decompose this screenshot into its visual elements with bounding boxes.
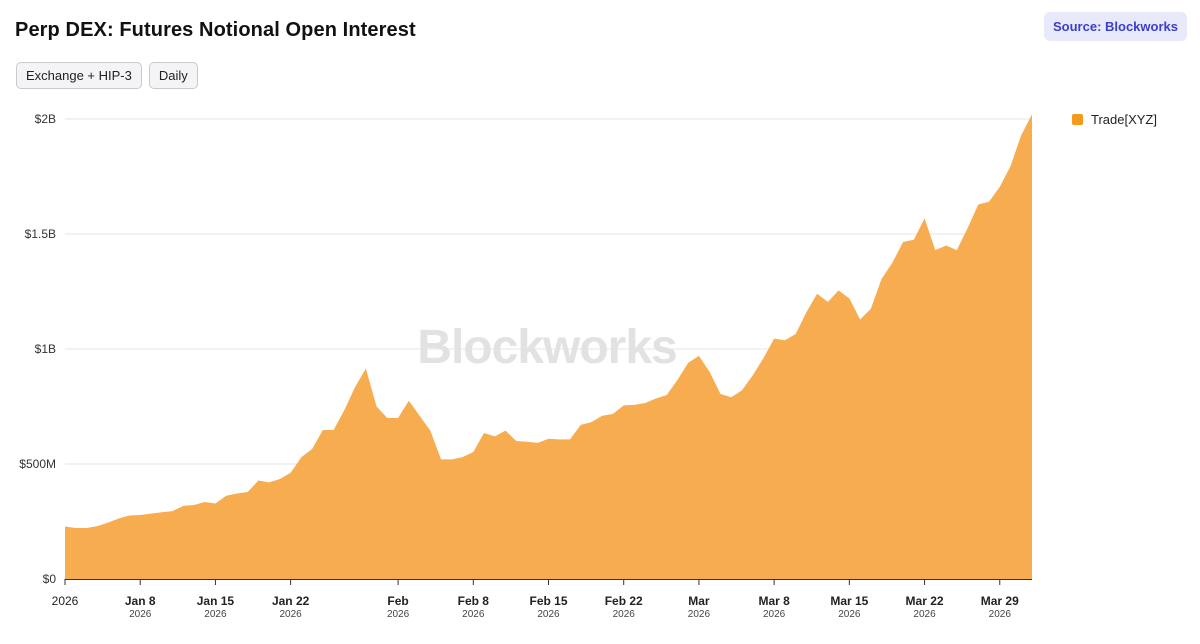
x-tick-year-label: 2026 — [838, 609, 861, 620]
source-badge[interactable]: Source: Blockworks — [1044, 12, 1187, 41]
x-tick-label: Jan 15 — [197, 594, 235, 608]
y-tick-label: $1B — [35, 342, 56, 356]
series-area-trade-xyz — [65, 114, 1032, 580]
y-tick-label: $0 — [43, 572, 57, 586]
x-tick-label: Mar 29 — [981, 594, 1019, 608]
filter-bar: Exchange + HIP-3 Daily — [16, 62, 198, 89]
x-tick-year-label: 2026 — [913, 609, 936, 620]
x-tick-year-label: 2026 — [204, 609, 227, 620]
x-tick-label: Feb 8 — [458, 594, 490, 608]
y-tick-label: $500M — [19, 457, 56, 471]
interval-filter-button[interactable]: Daily — [148, 62, 198, 89]
legend[interactable]: Trade[XYZ] — [1072, 112, 1157, 127]
x-tick-label: Feb — [387, 594, 408, 608]
y-tick-label: $1.5B — [25, 227, 56, 241]
area-layer — [65, 114, 1032, 580]
exchange-filter-button[interactable]: Exchange + HIP-3 — [16, 62, 142, 89]
y-tick-label: $2B — [35, 112, 56, 126]
x-tick-year-label: 2026 — [763, 609, 786, 620]
x-tick-label: Mar — [688, 594, 710, 608]
x-tick-label: Feb 22 — [605, 594, 643, 608]
x-tick-year-label: 2026 — [280, 609, 303, 620]
x-tick-year-label: 2026 — [537, 609, 560, 620]
x-tick-year-label: 2026 — [129, 609, 152, 620]
x-tick-year-label: 2026 — [989, 609, 1012, 620]
x-tick-year-label: 2026 — [613, 609, 636, 620]
x-tick-label: Mar 8 — [758, 594, 790, 608]
x-tick-year-label: 2026 — [462, 609, 485, 620]
x-tick-label: Jan 8 — [125, 594, 156, 608]
page-title: Perp DEX: Futures Notional Open Interest — [15, 19, 416, 41]
x-tick-year-label: 2026 — [688, 609, 711, 620]
legend-label: Trade[XYZ] — [1091, 112, 1157, 127]
legend-swatch — [1072, 114, 1083, 125]
x-tick-label: Jan 22 — [272, 594, 310, 608]
x-tick-year-label: 2026 — [387, 609, 410, 620]
x-tick-label: Feb 15 — [529, 594, 567, 608]
x-tick-label: Mar 15 — [830, 594, 868, 608]
x-tick-label: 2026 — [52, 594, 79, 608]
watermark-text: Blockworks — [417, 321, 676, 374]
x-tick-label: Mar 22 — [906, 594, 944, 608]
